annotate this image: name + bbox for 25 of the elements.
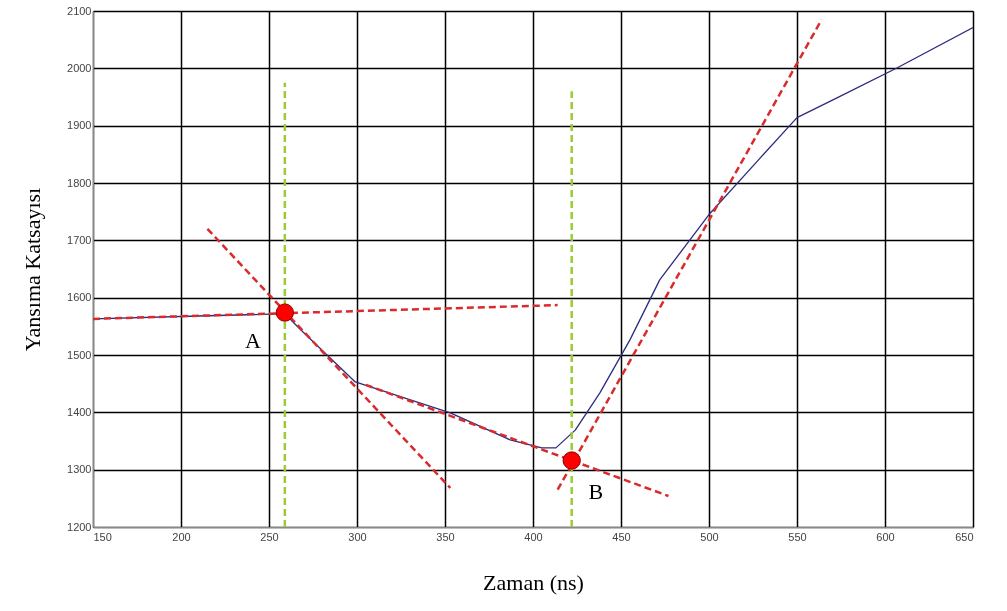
y-axis-title: Yansıma Katsayısı	[20, 187, 46, 352]
x-tick-label: 550	[788, 530, 807, 543]
x-tick-label: 150	[93, 530, 112, 543]
x-tick-label: 350	[436, 530, 455, 543]
y-tick-label: 1500	[67, 348, 92, 361]
x-tick-label: 300	[348, 530, 367, 543]
y-tick-label: 1300	[67, 463, 92, 476]
x-tick-label: 450	[612, 530, 631, 543]
y-tick-label: 1600	[67, 291, 92, 304]
y-tick-label: 2000	[67, 61, 92, 74]
y-tick-label: 1200	[67, 520, 92, 533]
y-tick-label: 1700	[67, 233, 92, 246]
annotation: B	[588, 479, 604, 505]
annotation: A	[244, 327, 261, 353]
y-tick-label: 1400	[67, 405, 92, 418]
x-tick-label: 250	[260, 530, 279, 543]
y-tick-label: 1800	[67, 176, 92, 189]
x-axis-title: Zaman (ns)	[483, 569, 584, 595]
x-tick-label: 500	[700, 530, 719, 543]
x-tick-label: 650	[955, 530, 974, 543]
x-tick-label: 600	[876, 530, 895, 543]
x-tick-label: 400	[524, 530, 543, 543]
y-tick-label: 1900	[67, 119, 92, 132]
x-tick-label: 200	[172, 530, 191, 543]
y-tick-label: 2100	[67, 4, 92, 17]
